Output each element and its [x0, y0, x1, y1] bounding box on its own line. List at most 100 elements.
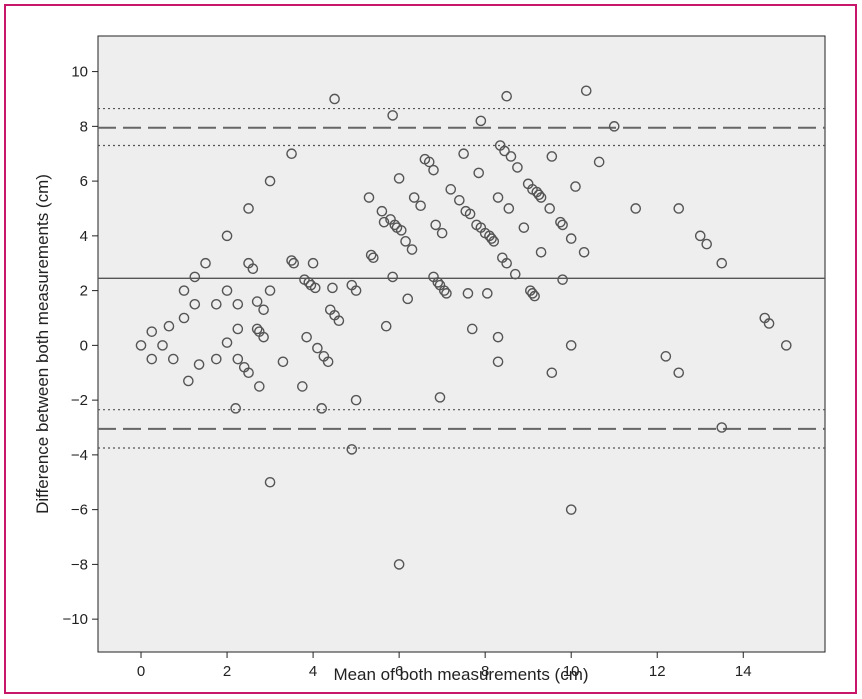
data-point	[258, 304, 269, 316]
x-tick-label: 4	[309, 663, 317, 680]
data-point	[499, 145, 510, 157]
data-point	[189, 271, 201, 283]
data-point	[482, 288, 493, 299]
data-point	[210, 299, 222, 310]
data-point	[533, 189, 545, 201]
data-point	[701, 238, 713, 250]
data-point	[492, 331, 504, 343]
data-point	[307, 257, 319, 269]
data-point	[402, 293, 414, 305]
x-tick-label: 14	[735, 663, 752, 680]
y-tick-label: 4	[80, 228, 88, 245]
data-point	[512, 162, 523, 173]
data-point	[286, 255, 297, 266]
data-point	[387, 271, 398, 283]
data-point	[178, 285, 190, 296]
data-point	[254, 381, 265, 392]
y-axis: −10 −8 −6 −4 −2 0 2 4 6 8 10	[63, 64, 98, 628]
data-point	[251, 323, 263, 335]
data-point	[286, 148, 297, 160]
data-point	[247, 263, 259, 275]
data-point	[346, 444, 358, 455]
data-point	[322, 356, 334, 368]
data-point	[178, 312, 190, 324]
data-point	[458, 148, 469, 160]
data-point	[232, 323, 244, 335]
data-point	[445, 184, 457, 195]
data-point	[393, 173, 405, 184]
data-point	[146, 326, 158, 337]
data-point	[436, 227, 448, 239]
y-tick-label: −4	[71, 447, 88, 464]
x-tick-label: 12	[649, 663, 666, 680]
data-point	[527, 288, 538, 299]
data-point	[673, 203, 685, 214]
data-point	[716, 257, 728, 269]
data-point	[167, 353, 179, 365]
data-point	[380, 320, 392, 332]
x-axis: 0 2 4 6 8 10 12 14	[137, 652, 752, 680]
data-point	[243, 203, 254, 214]
x-tick-label: 2	[223, 663, 231, 680]
x-tick-label: 0	[137, 663, 145, 680]
data-point	[535, 246, 547, 258]
y-tick-label: 0	[80, 337, 88, 354]
data-point	[673, 367, 685, 379]
data-point	[387, 110, 398, 121]
data-point	[473, 167, 485, 179]
data-point	[350, 285, 362, 296]
data-point	[329, 93, 340, 105]
data-point	[221, 285, 233, 296]
data-point	[570, 181, 581, 192]
data-point	[694, 230, 706, 242]
data-point	[423, 156, 435, 168]
data-point	[432, 277, 444, 288]
data-point	[529, 290, 540, 302]
data-point	[368, 252, 379, 264]
data-point	[509, 268, 521, 280]
data-point	[232, 299, 244, 310]
data-point	[555, 216, 566, 228]
data-point	[503, 203, 515, 214]
data-point	[438, 285, 450, 296]
data-point	[389, 219, 401, 231]
data-point	[505, 151, 517, 162]
data-point	[232, 353, 244, 365]
data-point	[251, 296, 263, 307]
data-point	[327, 282, 338, 294]
data-point	[393, 559, 405, 570]
data-point	[544, 203, 555, 214]
y-tick-label: −8	[71, 556, 88, 573]
data-point	[518, 222, 530, 233]
data-point	[608, 121, 620, 132]
data-point	[546, 151, 558, 162]
data-point	[466, 323, 478, 335]
data-point	[376, 205, 388, 217]
data-point	[415, 200, 426, 212]
data-point	[430, 219, 441, 231]
data-point	[475, 115, 487, 127]
data-point	[492, 192, 504, 203]
y-tick-label: 6	[80, 173, 88, 190]
data-point	[486, 233, 497, 244]
data-point	[660, 351, 672, 362]
data-point	[297, 381, 308, 392]
data-point	[441, 288, 452, 299]
data-point	[303, 277, 315, 288]
y-tick-label: −6	[71, 502, 88, 519]
plot-area	[97, 35, 826, 653]
x-tick-label: 6	[395, 663, 403, 680]
data-point	[578, 246, 590, 258]
data-point	[400, 236, 411, 247]
data-point	[492, 356, 504, 368]
data-point	[535, 192, 547, 203]
data-point	[193, 359, 205, 370]
data-point	[288, 257, 300, 269]
x-axis-label: Mean of both measurements (cm)	[333, 665, 588, 684]
data-point	[277, 356, 289, 368]
data-point	[454, 194, 465, 206]
data-point	[716, 422, 728, 433]
data-point	[230, 403, 241, 414]
data-point	[264, 476, 276, 488]
data-point	[210, 353, 222, 365]
